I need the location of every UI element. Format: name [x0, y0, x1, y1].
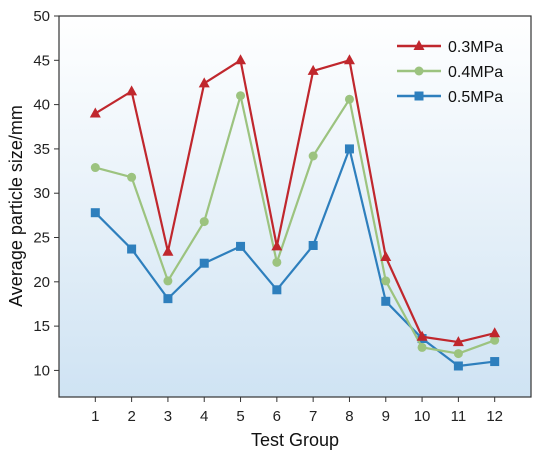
data-point — [344, 94, 354, 104]
x-tick-label: 10 — [414, 408, 431, 425]
series-0.4MPa — [90, 91, 500, 359]
data-point — [236, 91, 246, 101]
data-point — [380, 251, 392, 262]
data-point — [235, 54, 247, 65]
data-point — [453, 349, 463, 359]
series-line — [95, 94, 496, 355]
data-point — [490, 357, 500, 367]
y-tick-label: 10 — [33, 362, 50, 379]
y-tick-label: 35 — [33, 141, 50, 158]
data-point — [416, 330, 428, 341]
data-point — [490, 335, 500, 345]
series-layer — [89, 54, 501, 371]
data-point — [452, 336, 464, 347]
data-point — [272, 285, 282, 295]
x-tick-label: 12 — [486, 408, 503, 425]
data-point — [90, 163, 100, 173]
x-tick-label: 3 — [164, 408, 172, 425]
y-tick-label: 50 — [33, 8, 50, 25]
data-point — [198, 77, 210, 88]
x-tick-label: 4 — [200, 408, 208, 425]
legend-marker — [414, 91, 424, 101]
data-point — [236, 241, 246, 251]
data-point — [272, 257, 282, 267]
y-tick-label: 15 — [33, 318, 50, 335]
data-point — [162, 245, 174, 256]
data-point — [90, 208, 100, 218]
data-point — [126, 85, 138, 96]
legend-label: 0.4MPa — [448, 64, 503, 81]
data-point — [163, 294, 173, 304]
data-point — [127, 244, 137, 254]
legend-item: 0.4MPa — [397, 64, 503, 81]
data-point — [89, 107, 101, 118]
x-tick-label: 1 — [91, 408, 99, 425]
legend-label: 0.3MPa — [448, 39, 503, 56]
data-point — [344, 144, 354, 154]
legend-marker — [413, 40, 425, 50]
data-point — [381, 276, 391, 286]
y-tick-label: 45 — [33, 52, 50, 69]
x-tick-label: 11 — [451, 408, 467, 425]
y-tick-label: 25 — [33, 230, 50, 247]
data-point — [199, 258, 209, 268]
x-axis-title: Test Group — [251, 430, 339, 450]
x-tick-label: 6 — [273, 408, 281, 425]
data-point — [308, 240, 318, 250]
legend-item: 0.3MPa — [397, 39, 503, 56]
data-point — [453, 361, 463, 371]
data-point — [381, 296, 391, 306]
x-tick-label: 5 — [236, 408, 244, 425]
data-point — [417, 342, 427, 352]
data-point — [271, 240, 283, 251]
data-point — [127, 172, 137, 182]
data-point — [163, 276, 173, 286]
y-axis-title: Average particle size/mm — [6, 105, 26, 307]
data-point — [307, 64, 319, 75]
legend-marker — [414, 66, 424, 76]
y-tick-label: 20 — [33, 274, 50, 291]
data-point — [343, 54, 355, 65]
x-tick-label: 8 — [345, 408, 353, 425]
legend-item: 0.5MPa — [397, 89, 503, 106]
legend-label: 0.5MPa — [448, 89, 503, 106]
series-0.3MPa — [89, 54, 501, 347]
data-point — [199, 217, 209, 227]
data-point — [308, 151, 318, 161]
y-tick-label: 30 — [33, 185, 50, 202]
y-tick-label: 40 — [33, 97, 50, 114]
x-tick-label: 7 — [309, 408, 317, 425]
series-line — [94, 59, 495, 344]
series-line — [94, 147, 495, 368]
x-tick-label: 2 — [127, 408, 135, 425]
data-point — [489, 327, 501, 338]
x-tick-label: 9 — [382, 408, 390, 425]
legend: 0.3MPa 0.4MPa 0.5MPa — [397, 39, 503, 106]
plot-frame — [58, 15, 532, 398]
